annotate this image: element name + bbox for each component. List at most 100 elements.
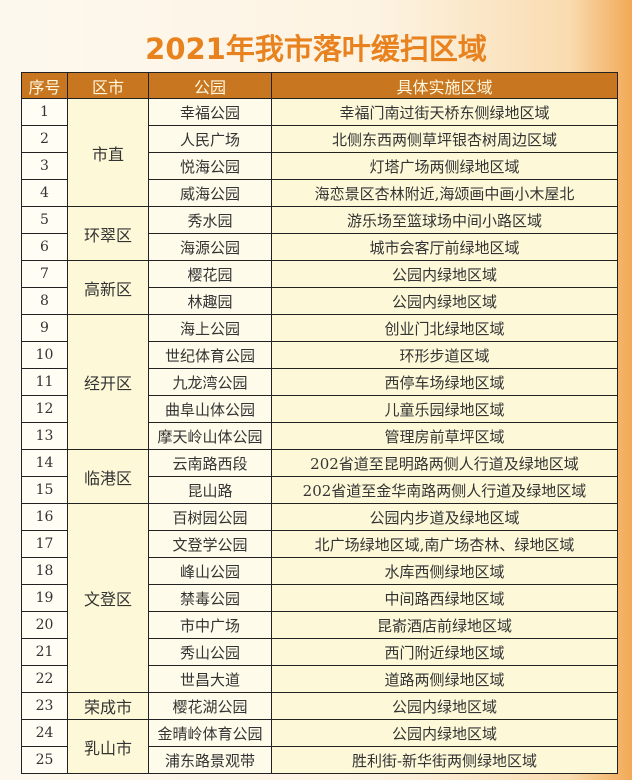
area-cell: 管理房前草坪区域 (271, 422, 618, 450)
leaf-area-table: 序号 区市 公园 具体实施区域 1 市直 幸福公园 幸福门南过街天桥东侧绿地区域 2 人民… (21, 72, 618, 774)
park-cell: 樱花湖公园 (148, 692, 272, 720)
table-row: 13 摩天岭山体公园 管理房前草坪区域 (21, 422, 618, 450)
district-cell: 乳山市 (67, 719, 149, 774)
row-index: 13 (21, 422, 68, 450)
table-row: 1 市直 幸福公园 幸福门南过街天桥东侧绿地区域 (21, 98, 618, 207)
table-row: 11 九龙湾公园 西停车场绿地区域 (21, 368, 618, 396)
area-cell: 北广场绿地区域,南广场杏林、绿地区域 (271, 530, 618, 558)
row-index: 20 (21, 611, 68, 639)
row-index: 18 (21, 557, 68, 585)
area-cell: 创业门北绿地区域 (271, 314, 618, 342)
area-cell: 公园内绿地区域 (271, 260, 618, 288)
row-index: 16 (21, 503, 68, 531)
park-cell: 海源公园 (148, 233, 272, 261)
row-index: 25 (21, 746, 68, 774)
row-index: 7 (21, 260, 68, 288)
park-cell: 幸福公园 (148, 98, 272, 126)
park-cell: 云南路西段 (148, 449, 272, 477)
row-index: 19 (21, 584, 68, 612)
park-cell: 九龙湾公园 (148, 368, 272, 396)
header-area: 具体实施区域 (271, 72, 618, 99)
park-cell: 浦东路景观带 (148, 746, 272, 774)
row-index: 22 (21, 665, 68, 693)
table-row: 15 昆山路 202省道至金华南路两侧人行道及绿地区域 (21, 476, 618, 504)
table-row: 9 经开区 海上公园 创业门北绿地区域 (21, 314, 618, 450)
row-index: 23 (21, 692, 68, 720)
park-cell: 海上公园 (148, 314, 272, 342)
row-index: 15 (21, 476, 68, 504)
area-cell: 水库西侧绿地区域 (271, 557, 618, 585)
table-row: 20 市中广场 昆嵛酒店前绿地区域 (21, 611, 618, 639)
table-row: 4 威海公园 海恋景区杏林附近,海颂画中画小木屋北 (21, 179, 618, 207)
district-cell: 荣成市 (67, 692, 149, 720)
table-row: 7 高新区 樱花园 公园内绿地区域 (21, 260, 618, 315)
park-cell: 禁毒公园 (148, 584, 272, 612)
table-row: 17 文登学公园 北广场绿地区域,南广场杏林、绿地区域 (21, 530, 618, 558)
park-cell: 樱花园 (148, 260, 272, 288)
area-cell: 西停车场绿地区域 (271, 368, 618, 396)
row-index: 9 (21, 314, 68, 342)
park-cell: 悦海公园 (148, 152, 272, 180)
row-index: 8 (21, 287, 68, 315)
area-cell: 公园内绿地区域 (271, 692, 618, 720)
park-cell: 峰山公园 (148, 557, 272, 585)
district-cell: 临港区 (67, 449, 149, 504)
table-row: 23 荣成市 樱花湖公园 公园内绿地区域 (21, 692, 618, 720)
area-cell: 公园内绿地区域 (271, 719, 618, 747)
table-row: 3 悦海公园 灯塔广场两侧绿地区域 (21, 152, 618, 180)
page-title: 2021年我市落叶缓扫区域 (145, 32, 487, 66)
park-cell: 世昌大道 (148, 665, 272, 693)
row-index: 11 (21, 368, 68, 396)
area-cell: 北侧东西两侧草坪银杏树周边区域 (271, 125, 618, 153)
header-index: 序号 (21, 72, 68, 99)
row-index: 3 (21, 152, 68, 180)
area-cell: 游乐场至篮球场中间小路区域 (271, 206, 618, 234)
park-cell: 金晴岭体育公园 (148, 719, 272, 747)
row-index: 2 (21, 125, 68, 153)
park-cell: 秀水园 (148, 206, 272, 234)
park-cell: 百树园公园 (148, 503, 272, 531)
row-index: 5 (21, 206, 68, 234)
table-row: 5 环翠区 秀水园 游乐场至篮球场中间小路区域 (21, 206, 618, 261)
area-cell: 西门附近绿地区域 (271, 638, 618, 666)
district-cell: 文登区 (67, 503, 149, 693)
area-cell: 胜利街-新华街两侧绿地区域 (271, 746, 618, 774)
table-row: 6 海源公园 城市会客厅前绿地区域 (21, 233, 618, 261)
table-row: 14 临港区 云南路西段 202省道至昆明路两侧人行道及绿地区域 (21, 449, 618, 504)
row-index: 10 (21, 341, 68, 369)
park-cell: 威海公园 (148, 179, 272, 207)
area-cell: 202省道至金华南路两侧人行道及绿地区域 (271, 476, 618, 504)
table-row: 19 禁毒公园 中间路西绿地区域 (21, 584, 618, 612)
park-cell: 摩天岭山体公园 (148, 422, 272, 450)
area-cell: 公园内绿地区域 (271, 287, 618, 315)
park-cell: 世纪体育公园 (148, 341, 272, 369)
row-index: 14 (21, 449, 68, 477)
area-cell: 城市会客厅前绿地区域 (271, 233, 618, 261)
park-cell: 秀山公园 (148, 638, 272, 666)
header-district: 区市 (67, 72, 149, 99)
row-index: 6 (21, 233, 68, 261)
area-cell: 环形步道区域 (271, 341, 618, 369)
district-cell: 经开区 (67, 314, 149, 450)
table-row: 2 人民广场 北侧东西两侧草坪银杏树周边区域 (21, 125, 618, 153)
header-park: 公园 (148, 72, 272, 99)
district-cell: 环翠区 (67, 206, 149, 261)
row-index: 24 (21, 719, 68, 747)
area-cell: 灯塔广场两侧绿地区域 (271, 152, 618, 180)
area-cell: 中间路西绿地区域 (271, 584, 618, 612)
row-index: 17 (21, 530, 68, 558)
table-row: 10 世纪体育公园 环形步道区域 (21, 341, 618, 369)
table-header-row: 序号 区市 公园 具体实施区域 (21, 72, 618, 99)
row-index: 4 (21, 179, 68, 207)
area-cell: 202省道至昆明路两侧人行道及绿地区域 (271, 449, 618, 477)
table-row: 25 浦东路景观带 胜利街-新华街两侧绿地区域 (21, 746, 618, 774)
table-row: 12 曲阜山体公园 儿童乐园绿地区域 (21, 395, 618, 423)
row-index: 12 (21, 395, 68, 423)
district-cell: 市直 (67, 98, 149, 207)
row-index: 1 (21, 98, 68, 126)
area-cell: 幸福门南过街天桥东侧绿地区域 (271, 98, 618, 126)
row-index: 21 (21, 638, 68, 666)
district-cell: 高新区 (67, 260, 149, 315)
area-cell: 道路两侧绿地区域 (271, 665, 618, 693)
park-cell: 昆山路 (148, 476, 272, 504)
